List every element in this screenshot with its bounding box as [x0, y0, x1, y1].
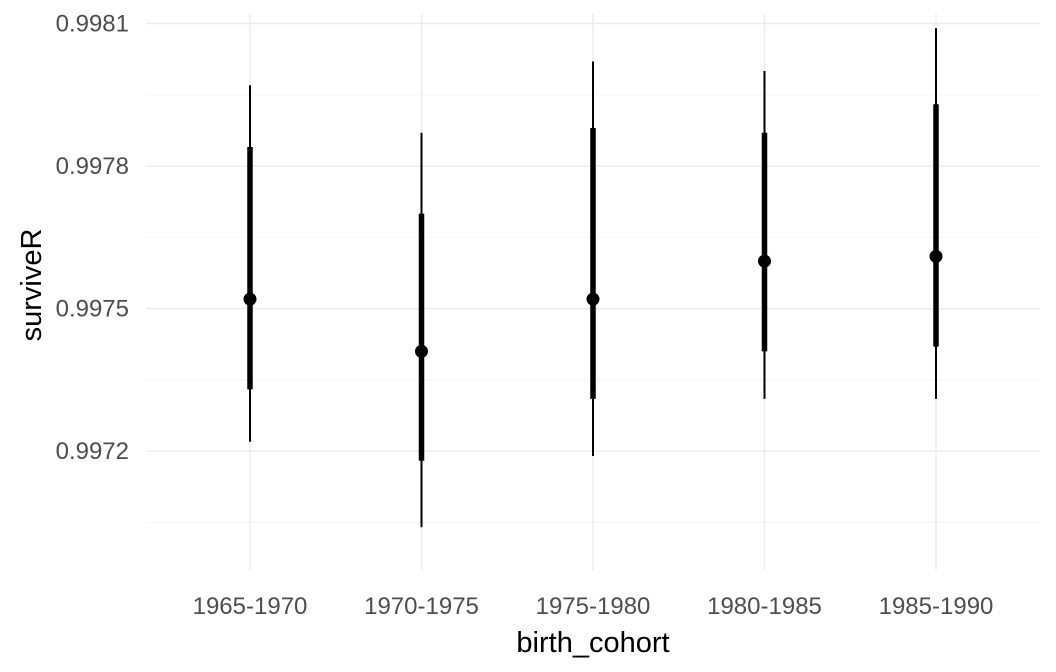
x-tick-label: 1980-1985	[707, 593, 822, 620]
y-tick-label: 0.9981	[56, 11, 129, 38]
point-estimate	[758, 254, 771, 268]
point-estimate	[586, 292, 600, 306]
y-axis-ticks: 0.9972 0.9975 0.9978 0.9981	[56, 11, 129, 466]
point-estimate	[929, 249, 943, 263]
x-tick-label: 1965-1970	[193, 593, 308, 620]
x-tick-label: 1975-1980	[536, 593, 651, 620]
y-tick-label: 0.9975	[56, 296, 129, 323]
point-estimate	[415, 344, 428, 358]
y-tick-label: 0.9972	[56, 438, 129, 465]
marks	[243, 28, 943, 528]
y-tick-label: 0.9978	[56, 153, 129, 180]
point-estimate	[243, 292, 257, 306]
y-axis-title: surviveR	[16, 229, 48, 342]
x-axis-ticks: 1965-1970 1970-1975 1975-1980 1980-1985 1985…	[193, 593, 994, 620]
x-tick-label: 1970-1975	[364, 593, 479, 620]
x-tick-label: 1985-1990	[879, 593, 994, 620]
x-axis-title: birth_cohort	[516, 627, 669, 659]
